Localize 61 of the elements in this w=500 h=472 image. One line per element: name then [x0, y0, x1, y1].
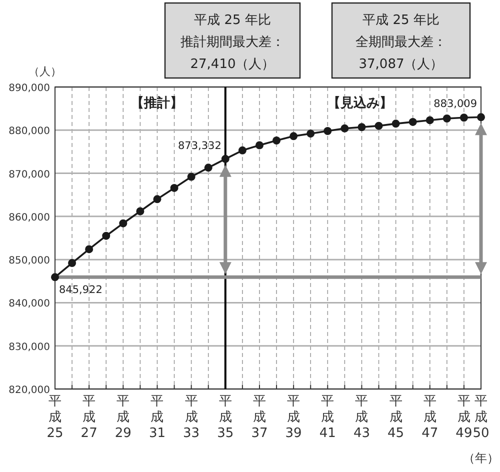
point — [442, 114, 451, 122]
x-tick-label: 平成41 — [319, 394, 336, 441]
annotation: 【見込み】 — [328, 95, 392, 111]
y-tick-label: 840,000 — [8, 298, 50, 310]
x-tick-label: 平成33 — [183, 394, 200, 441]
x-tick-label: 平成50 — [472, 394, 490, 441]
y-tick-label: 830,000 — [8, 342, 50, 353]
text: 平成 25 年比 — [194, 13, 271, 28]
point — [408, 118, 417, 126]
x-tick-label: 平成25 — [46, 394, 64, 441]
text: 平成 25 年比 — [362, 13, 440, 28]
text: 推計期間最大差： — [180, 35, 284, 50]
text: 全期間最大差： — [356, 35, 446, 50]
text: 27,410（人） — [190, 57, 275, 72]
y-tick-label: 880,000 — [8, 126, 50, 138]
point — [324, 127, 332, 136]
point — [102, 232, 110, 240]
point — [392, 120, 400, 128]
point — [477, 113, 485, 122]
x-tick-label: 平成43 — [353, 394, 370, 441]
y-tick-label: 820,000 — [8, 385, 50, 396]
point — [460, 114, 468, 122]
point — [187, 172, 196, 181]
x-tick-label: 平成31 — [148, 394, 166, 441]
point — [340, 124, 349, 132]
data-label: 873,332 — [178, 140, 222, 152]
y-tick-label: 870,000 — [8, 169, 50, 180]
text: 37,087（人） — [358, 57, 444, 72]
x-tick-label: 平成49 — [456, 394, 472, 441]
point — [358, 123, 366, 132]
point — [272, 136, 281, 144]
point — [221, 154, 230, 163]
x-tick-label: 平成47 — [422, 394, 438, 441]
point — [306, 130, 315, 138]
y-tick-label: 850,000 — [8, 256, 50, 267]
x-tick-label: 平成37 — [251, 394, 268, 441]
point — [238, 146, 246, 154]
y-tick-label: 890,000 — [8, 83, 50, 94]
annotation: 【推計】 — [131, 95, 183, 111]
x-tick-label: 平成27 — [80, 394, 98, 441]
point — [136, 207, 144, 216]
point — [153, 195, 162, 204]
point — [290, 132, 298, 140]
x-tick-label: 平成45 — [388, 394, 404, 441]
point — [204, 164, 212, 172]
y-tick-label: 860,000 — [8, 212, 50, 224]
x-tick-label: 平成35 — [217, 394, 234, 441]
point — [85, 245, 94, 254]
y-axis-title: （人） — [28, 65, 62, 78]
point — [374, 122, 383, 130]
point — [255, 141, 264, 150]
point — [119, 219, 128, 228]
x-tick-label: 平成39 — [285, 394, 302, 441]
data-label: 883,009 — [434, 98, 477, 110]
point — [426, 116, 434, 124]
point — [51, 273, 59, 282]
point — [170, 184, 178, 192]
x-tick-label: 平成29 — [114, 394, 132, 441]
x-axis-title: （年） — [463, 451, 499, 465]
data-label: 845,922 — [59, 284, 102, 296]
point — [68, 259, 76, 268]
